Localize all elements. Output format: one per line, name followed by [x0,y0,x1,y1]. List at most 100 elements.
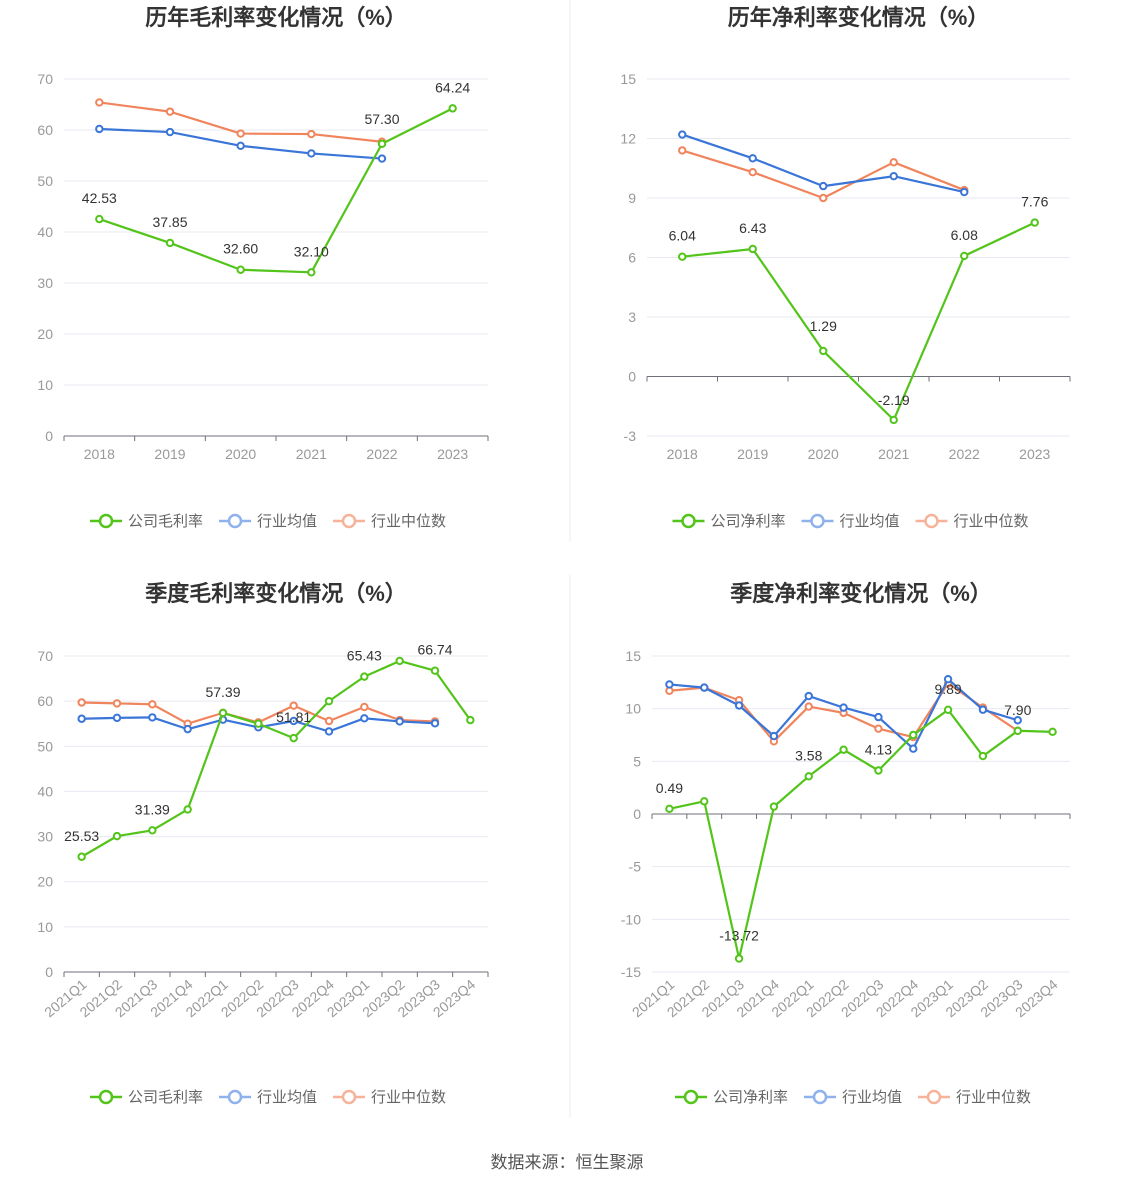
data-label: 51.81 [276,709,311,725]
series-point-0 [1048,727,1057,737]
series-point-0 [665,804,674,814]
series-point-1 [943,674,953,684]
series-point-0 [360,672,369,681]
y-tick-label: 10 [37,377,53,393]
data-label: -13.72 [719,928,759,944]
data-label: 0.49 [656,780,683,796]
series-point-0 [95,214,104,224]
x-tick-label: 2019 [154,446,185,462]
y-tick-label: 30 [37,275,53,291]
x-tick-label: 2018 [667,446,698,462]
legend-item-label: 公司净利率 [711,513,786,530]
legend-swatch-marker [812,1089,828,1105]
series-point-1 [665,680,674,689]
legend-item-label: 行业中位数 [371,513,446,530]
legend-swatch-marker [341,513,357,529]
series-point-1 [804,691,813,701]
series-point-0 [819,346,828,356]
legend-item-label: 公司毛利率 [128,1089,203,1106]
series-point-1 [148,713,157,722]
series-point-2 [804,702,813,711]
y-tick-label: 60 [37,693,53,709]
series-point-1 [839,703,848,712]
y-tick-label: 10 [625,701,641,717]
data-label: 32.10 [294,243,329,259]
series-point-1 [360,714,369,723]
series-line-0 [98,107,454,274]
data-label: 25.53 [64,828,99,844]
series-point-0 [1030,218,1039,227]
x-tick-label: 2022 [366,446,397,462]
series-point-1 [165,127,175,137]
series-point-0 [466,715,475,725]
series-point-0 [839,745,848,754]
legend-swatch-marker [98,513,114,529]
legend-swatch-marker [681,513,696,529]
x-tick-label: 2021 [878,446,909,462]
series-point-2 [165,107,175,116]
series-point-1 [307,149,316,158]
data-label: 65.43 [347,648,382,664]
series-point-0 [289,733,298,743]
y-tick-label: 30 [37,829,53,845]
series-point-0 [909,730,918,740]
data-label: 42.53 [82,190,117,206]
legend: 公司净利率 行业均值 行业中位数 [675,1089,1031,1106]
legend-item-label: 公司净利率 [713,1089,788,1106]
series-point-1 [112,713,122,723]
series-line-0 [669,708,1053,960]
data-label: 7.90 [1004,702,1031,718]
y-tick-label: 3 [628,309,636,325]
legend-swatch-marker [926,1089,942,1105]
series-line-2 [681,149,965,200]
series-point-0 [874,766,883,775]
series-point-1 [700,683,709,692]
y-tick-label: -15 [621,964,641,980]
series-point-1 [889,171,898,181]
series-point-0 [236,265,245,274]
series-point-0 [254,719,263,728]
y-tick-label: 9 [628,190,636,206]
data-label: 9.89 [934,681,961,697]
y-tick-label: 12 [620,131,636,147]
series-point-2 [236,129,245,138]
y-tick-label: 0 [633,806,641,822]
series-point-1 [748,154,757,163]
data-label: 32.60 [223,241,258,257]
series-point-2 [889,158,898,167]
series-point-2 [324,716,334,726]
chart-annual-gross: 历年毛利率变化情况（%） 0 10 20 30 40 50 60 70 2018 2019 2020 2… [37,5,489,530]
series-point-1 [95,124,104,134]
series-point-1 [236,141,245,151]
series-point-1 [769,731,779,741]
data-label: 7.76 [1021,194,1048,210]
series-point-0 [77,852,86,861]
chart-title: 季度净利率变化情况（%） [730,581,992,606]
y-tick-label: 20 [37,326,53,342]
legend-item-label: 行业中位数 [371,1089,446,1106]
y-tick-label: 10 [37,919,53,935]
series-point-1 [324,727,334,736]
legend-swatch-marker [227,1089,243,1105]
series-point-0 [678,252,687,261]
y-tick-label: -3 [624,428,637,444]
legend: 公司净利率 行业均值 行业中位数 [672,513,1029,530]
series-point-0 [448,104,457,113]
series-point-0 [769,802,779,811]
legend-swatch-marker [683,1089,699,1105]
y-tick-label: 50 [37,173,53,189]
series-point-2 [748,168,757,177]
x-tick-label: 2020 [808,446,839,462]
legend-item-label: 行业中位数 [954,513,1029,530]
chart-title: 季度毛利率变化情况（%） [145,581,407,606]
series-point-1 [1013,716,1022,725]
legend-swatch-marker [924,513,939,529]
data-label: 1.29 [810,318,837,334]
data-label: 66.74 [417,642,452,658]
series-point-2 [819,193,828,203]
x-tick-label: 2020 [225,446,256,462]
data-label: 57.39 [205,684,240,700]
data-label: 4.13 [865,741,892,757]
legend: 公司毛利率 行业均值 行业中位数 [90,513,446,530]
data-label: 6.08 [951,227,978,243]
